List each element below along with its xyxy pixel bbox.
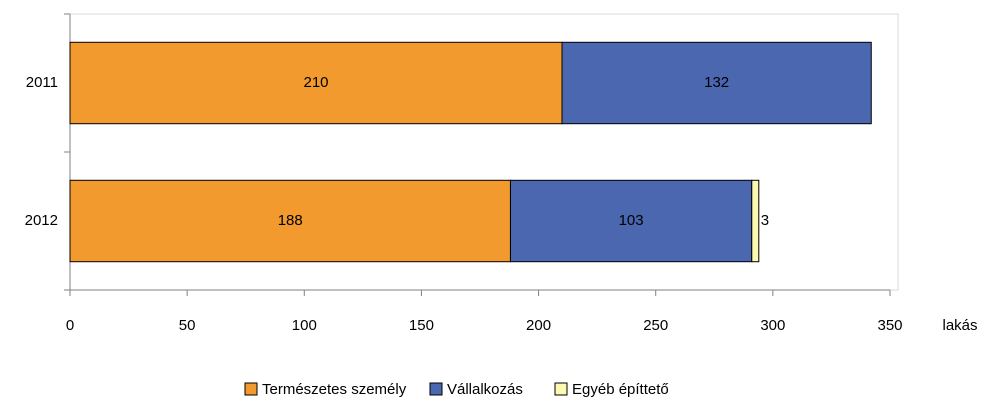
legend-swatch — [429, 382, 443, 396]
x-tick-label: 200 — [526, 317, 551, 334]
x-tick-label: 150 — [409, 317, 434, 334]
legend-label: Természetes személy — [262, 381, 407, 398]
data-label: 188 — [278, 212, 303, 229]
x-tick-label: 100 — [292, 317, 317, 334]
y-tick-label: 2012 — [25, 212, 58, 229]
bar — [509, 179, 753, 263]
bar — [69, 41, 563, 125]
x-tick-label: 350 — [877, 317, 902, 334]
legend-label: Vállalkozás — [447, 381, 523, 398]
data-label: 210 — [303, 74, 328, 91]
bar — [751, 179, 760, 263]
legend-label: Egyéb építtető — [572, 381, 669, 398]
x-tick-label: 300 — [760, 317, 785, 334]
x-axis-label: lakás — [942, 317, 977, 334]
bar — [561, 41, 872, 125]
legend-swatch — [244, 382, 258, 396]
x-tick-label: 0 — [66, 317, 74, 334]
legend-swatch — [554, 382, 568, 396]
bar — [69, 179, 511, 263]
data-label: 103 — [619, 212, 644, 229]
x-tick-label: 250 — [643, 317, 668, 334]
y-tick-label: 2011 — [26, 74, 58, 91]
data-label: 3 — [761, 212, 769, 229]
data-label: 132 — [704, 74, 729, 91]
x-tick-label: 50 — [179, 317, 196, 334]
